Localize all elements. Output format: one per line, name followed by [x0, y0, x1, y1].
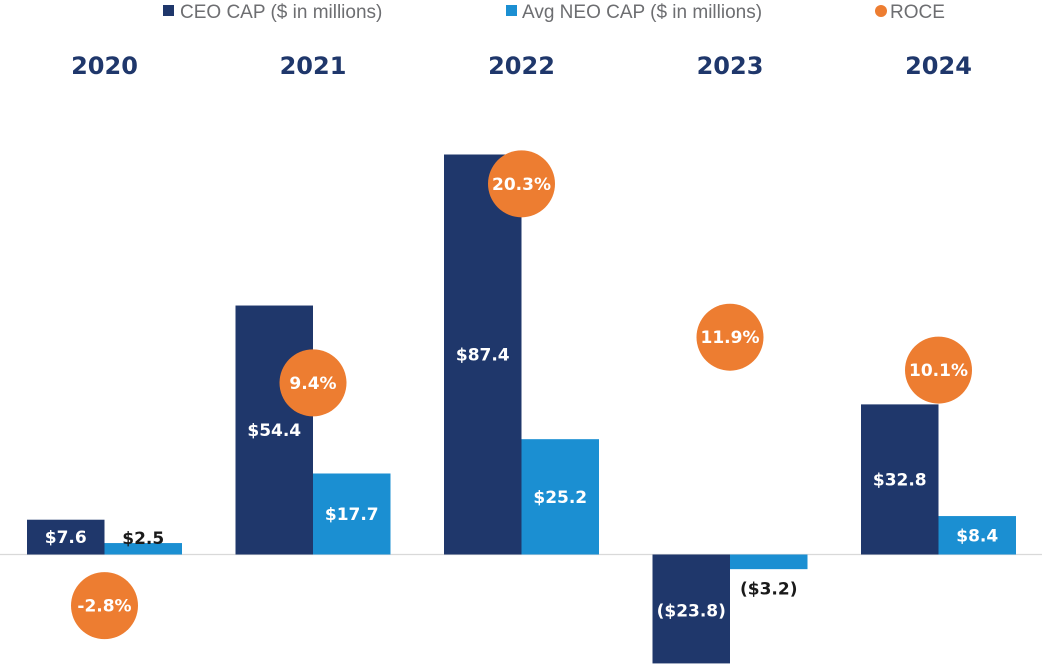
- bar-labels: $7.6 $2.5 $54.4 $17.7 $87.4 $25.2 ($23.8) ($3.2…: [45, 346, 999, 622]
- year-labels: 2020 2021 2022 2023 2024: [71, 52, 972, 80]
- roce-point: [905, 336, 972, 404]
- ceo-cap-label: $87.4: [456, 346, 510, 366]
- neo-cap-bar: [521, 439, 599, 555]
- ceo-cap-label: $7.6: [45, 528, 87, 548]
- neo-cap-label: $8.4: [956, 526, 998, 546]
- legend-marker-roce: [875, 5, 887, 17]
- year-label: 2021: [280, 52, 347, 80]
- neo-cap-bar: [730, 554, 808, 570]
- year-label: 2020: [71, 52, 138, 80]
- roce-label: -2.8%: [77, 597, 131, 617]
- roce-point: [279, 349, 347, 417]
- roce-label: 20.3%: [492, 175, 551, 195]
- legend-label: ROCE: [890, 2, 945, 23]
- roce-point: [696, 303, 764, 371]
- ceo-cap-bar: [444, 154, 522, 555]
- ceo-cap-bar: [652, 554, 730, 664]
- year-label: 2023: [697, 52, 764, 80]
- year-label: 2022: [488, 52, 555, 80]
- ceo-cap-label: ($23.8): [657, 602, 726, 622]
- roce-label: 9.4%: [289, 374, 336, 394]
- bars: [27, 154, 1016, 664]
- roce-point: [71, 572, 138, 640]
- roce-label: 10.1%: [909, 361, 968, 381]
- legend-label: Avg NEO CAP ($ in millions): [522, 2, 762, 23]
- roce-points: -2.8% 9.4% 20.3% 11.9% 10.1%: [71, 150, 972, 640]
- roce-label: 11.9%: [701, 328, 760, 348]
- ceo-cap-label: $54.4: [247, 421, 301, 441]
- neo-cap-label: $2.5: [122, 529, 164, 549]
- neo-cap-bar: [104, 543, 182, 555]
- neo-cap-label: $25.2: [533, 488, 587, 508]
- legend: CEO CAP ($ in millions) Avg NEO CAP ($ in…: [163, 2, 945, 23]
- ceo-cap-bar: [861, 404, 939, 555]
- legend-marker-neo: [506, 5, 517, 16]
- neo-cap-bar: [313, 473, 391, 555]
- ceo-cap-bar: [27, 519, 105, 555]
- year-label: 2024: [905, 52, 972, 80]
- legend-marker-ceo: [163, 5, 174, 16]
- roce-point: [488, 150, 555, 218]
- ceo-cap-label: $32.8: [873, 470, 927, 490]
- legend-label: CEO CAP ($ in millions): [180, 2, 382, 23]
- neo-cap-bar: [938, 516, 1016, 555]
- ceo-cap-bar: [235, 305, 313, 555]
- neo-cap-label: ($3.2): [740, 580, 797, 600]
- neo-cap-label: $17.7: [325, 505, 379, 525]
